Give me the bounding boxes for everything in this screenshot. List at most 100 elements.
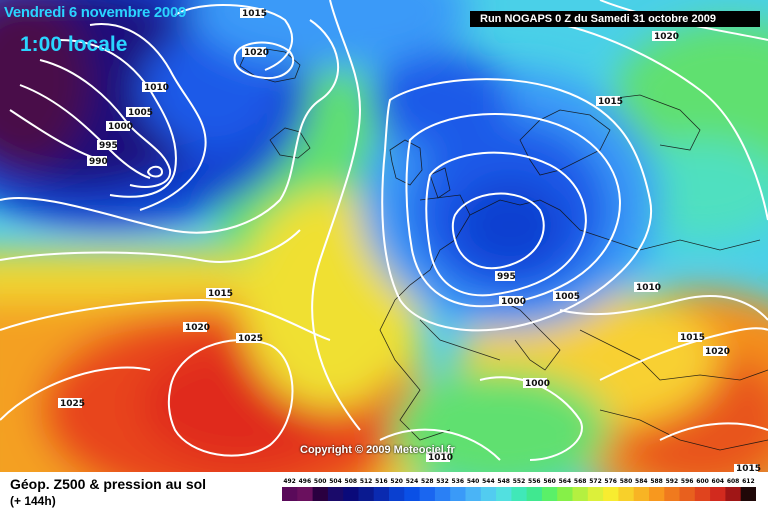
- svg-text:1000: 1000: [108, 122, 133, 132]
- svg-text:1025: 1025: [60, 399, 85, 409]
- isobar-label: 1010: [426, 452, 453, 463]
- scale-swatch: [358, 487, 375, 501]
- svg-text:1010: 1010: [636, 283, 661, 293]
- scale-swatch: [511, 487, 528, 501]
- scale-tick-label: 520: [390, 478, 403, 485]
- svg-text:1015: 1015: [736, 464, 761, 472]
- scale-swatch: [343, 487, 359, 501]
- isobar-label: 1020: [183, 322, 210, 333]
- scale-swatch: [587, 487, 604, 501]
- scale-swatch: [373, 487, 390, 501]
- svg-text:1015: 1015: [680, 333, 705, 343]
- scale-swatch: [480, 487, 497, 501]
- isobar-label: 1005: [553, 291, 580, 302]
- scale-tick-label: 584: [635, 478, 648, 485]
- scale-tick-label: 532: [436, 478, 449, 485]
- scale-tick-label: 528: [421, 478, 434, 485]
- svg-text:995: 995: [99, 141, 118, 151]
- isobar-label: 1010: [634, 282, 661, 293]
- scale-tick-label: 500: [314, 478, 327, 485]
- isobars: [0, 0, 768, 461]
- isobar-label: 995: [495, 271, 516, 282]
- forecast-date: Vendredi 6 novembre 2009: [4, 4, 187, 21]
- scale-tick-label: 592: [666, 478, 679, 485]
- scale-tick-label: 556: [528, 478, 541, 485]
- scale-swatch: [419, 487, 436, 501]
- isobar-label: 1015: [678, 332, 705, 343]
- scale-tick-label: 512: [360, 478, 373, 485]
- legend-subtitle: (+ 144h): [10, 494, 56, 508]
- isobar-label: 1000: [106, 121, 133, 132]
- scale-swatch: [434, 487, 451, 501]
- scale-swatch: [327, 487, 344, 501]
- scale-tick-label: 540: [467, 478, 480, 485]
- scale-tick-label: 516: [375, 478, 388, 485]
- legend-bar: Géop. Z500 & pression au sol (+ 144h) 49…: [0, 472, 768, 512]
- isobar-label: 1020: [652, 31, 679, 42]
- forecast-local-time: 1:00 locale: [20, 33, 128, 56]
- scale-swatch: [694, 487, 711, 501]
- isobar-label: 1025: [236, 333, 263, 344]
- scale-swatch: [603, 487, 619, 501]
- scale-tick-label: 572: [589, 478, 602, 485]
- scale-tick-label: 548: [497, 478, 510, 485]
- scale-swatch: [572, 487, 589, 501]
- svg-text:1000: 1000: [501, 297, 526, 307]
- isobar-label: 1020: [242, 47, 269, 58]
- scale-swatch: [297, 487, 314, 501]
- scale-swatch: [618, 487, 635, 501]
- svg-text:1010: 1010: [144, 83, 169, 93]
- model-run-info: Run NOGAPS 0 Z du Samedi 31 octobre 2009: [470, 11, 760, 27]
- svg-text:1020: 1020: [244, 48, 269, 58]
- scale-tick-label: 608: [727, 478, 740, 485]
- isobar-label: 1015: [206, 288, 233, 299]
- legend-title: Géop. Z500 & pression au sol: [10, 476, 207, 492]
- scale-tick-label: 524: [406, 478, 419, 485]
- scale-tick-label: 560: [543, 478, 556, 485]
- scale-swatch: [740, 487, 756, 501]
- scale-swatch: [710, 487, 726, 501]
- scale-tick-label: 596: [681, 478, 694, 485]
- scale-tick-label: 552: [513, 478, 526, 485]
- isobar-label: 1000: [499, 296, 526, 307]
- scale-swatch: [633, 487, 650, 501]
- isobar-label: 1010: [142, 82, 169, 93]
- svg-text:1025: 1025: [238, 334, 263, 344]
- scale-swatch: [496, 487, 512, 501]
- color-scale: 492 496 500 504 508 512 516 520 524 528 532 536 540 5…: [282, 478, 756, 501]
- svg-text:1015: 1015: [208, 289, 233, 299]
- isobar-label: 1015: [240, 8, 267, 19]
- copyright-notice: Copyright © 2009 Meteociel.fr: [300, 444, 455, 456]
- scale-tick-label: 580: [620, 478, 633, 485]
- scale-tick-label: 600: [696, 478, 709, 485]
- svg-text:1020: 1020: [705, 347, 730, 357]
- scale-swatch: [465, 487, 482, 501]
- svg-text:1000: 1000: [525, 379, 550, 389]
- svg-text:1015: 1015: [598, 97, 623, 107]
- isobar-label: 1005: [126, 107, 153, 118]
- isobar-label: 1025: [58, 398, 85, 409]
- scale-swatch: [389, 487, 405, 501]
- scale-swatch: [526, 487, 543, 501]
- scale-swatch: [664, 487, 681, 501]
- scale-swatch: [557, 487, 573, 501]
- svg-text:995: 995: [497, 272, 516, 282]
- geopotential-field: 1015 1020 1010 1005 1000 995 990 1020 10…: [0, 0, 768, 472]
- scale-swatch: [725, 487, 742, 501]
- isobar-label: 1000: [523, 378, 550, 389]
- scale-tick-label: 492: [283, 478, 296, 485]
- scale-swatch: [450, 487, 466, 501]
- scale-swatch: [282, 487, 298, 501]
- scale-swatch: [679, 487, 696, 501]
- svg-text:1005: 1005: [128, 108, 153, 118]
- isobar-label: 990: [87, 156, 108, 167]
- svg-text:1020: 1020: [185, 323, 210, 333]
- isobar-label: 1015: [596, 96, 623, 107]
- isobar-labels: 1015 1020 1010 1005 1000 995 990 1020 10…: [58, 8, 761, 472]
- svg-text:990: 990: [89, 157, 108, 167]
- scale-swatch: [649, 487, 665, 501]
- scale-swatch: [312, 487, 329, 501]
- svg-text:1010: 1010: [428, 453, 453, 463]
- scale-tick-label: 612: [742, 478, 755, 485]
